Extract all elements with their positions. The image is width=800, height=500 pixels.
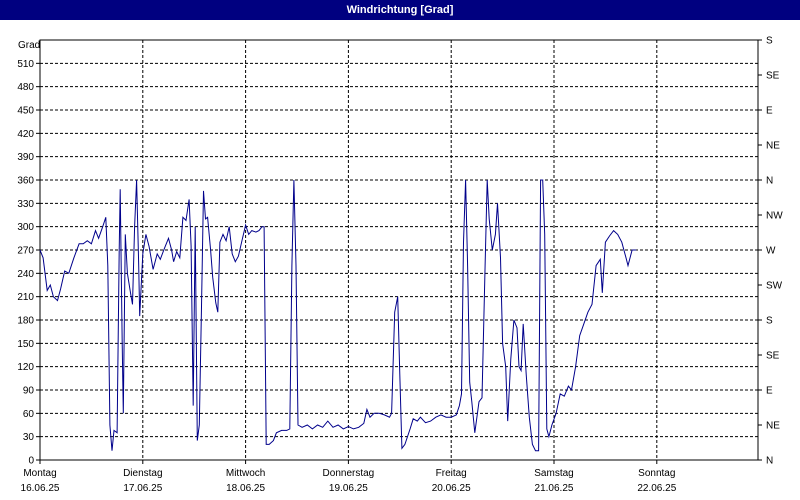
right-tick-label: N: [766, 176, 773, 187]
x-tick-day-label: Donnerstag: [323, 468, 375, 479]
x-tick-day-label: Sonntag: [638, 468, 675, 479]
y-tick-label: 390: [17, 152, 34, 163]
x-tick-day-label: Samstag: [534, 468, 573, 479]
y-tick-label: 480: [17, 82, 34, 93]
grid-lines: [40, 40, 758, 460]
wind-direction-series-line: [39, 179, 637, 452]
right-tick-label: SE: [766, 351, 780, 362]
right-tick-label: NE: [766, 141, 780, 152]
right-tick-label: SW: [766, 281, 783, 292]
y-tick-label: 30: [23, 432, 35, 443]
right-tick-label: E: [766, 386, 773, 397]
right-tick-label: S: [766, 36, 773, 47]
x-tick-day-label: Mittwoch: [226, 468, 265, 479]
x-tick-date-label: 19.06.25: [329, 483, 368, 494]
chart-title: Windrichtung [Grad]: [0, 0, 800, 20]
y-tick-label: 270: [17, 246, 34, 257]
y-tick-label: 330: [17, 199, 34, 210]
y-tick-label: 510: [17, 59, 34, 70]
right-tick-label: W: [766, 246, 776, 257]
x-tick-day-label: Dienstag: [123, 468, 162, 479]
y-tick-label: 210: [17, 292, 34, 303]
right-tick-label: N: [766, 456, 773, 467]
right-tick-label: NW: [766, 211, 783, 222]
y-tick-label: 120: [17, 362, 34, 373]
x-tick-date-label: 22.06.25: [637, 483, 676, 494]
y-tick-label: 240: [17, 269, 34, 280]
y-tick-label: 90: [23, 386, 35, 397]
x-tick-date-label: 16.06.25: [21, 483, 60, 494]
y-tick-label: 150: [17, 339, 34, 350]
right-axis-ticks: N NE E SE S SW W NW N NE E SE S: [758, 36, 783, 467]
y-axis-label: Grad: [18, 40, 40, 51]
x-tick-date-label: 20.06.25: [432, 483, 471, 494]
wind-direction-chart: 0 30 60 90 120 150 180 210 240 270 300 330 360 390 420…: [17, 36, 783, 495]
y-tick-label: 0: [28, 456, 34, 467]
x-tick-date-label: 21.06.25: [535, 483, 574, 494]
right-tick-label: NE: [766, 421, 780, 432]
y-tick-label: 180: [17, 316, 34, 327]
y-axis-ticks: 0 30 60 90 120 150 180 210 240 270 300 330 360 390 420…: [17, 59, 40, 467]
right-tick-label: SE: [766, 71, 780, 82]
y-tick-label: 300: [17, 222, 34, 233]
right-tick-label: E: [766, 106, 773, 117]
x-tick-date-label: 17.06.25: [123, 483, 162, 494]
x-tick-date-label: 18.06.25: [226, 483, 265, 494]
y-tick-label: 450: [17, 106, 34, 117]
y-tick-label: 60: [23, 409, 35, 420]
x-tick-day-label: Freitag: [436, 468, 467, 479]
x-axis-ticks: Montag 16.06.25 Dienstag 17.06.25 Mittwoch 18…: [21, 460, 677, 494]
x-tick-day-label: Montag: [23, 468, 56, 479]
y-tick-label: 360: [17, 176, 34, 187]
y-tick-label: 420: [17, 129, 34, 140]
right-tick-label: S: [766, 316, 773, 327]
